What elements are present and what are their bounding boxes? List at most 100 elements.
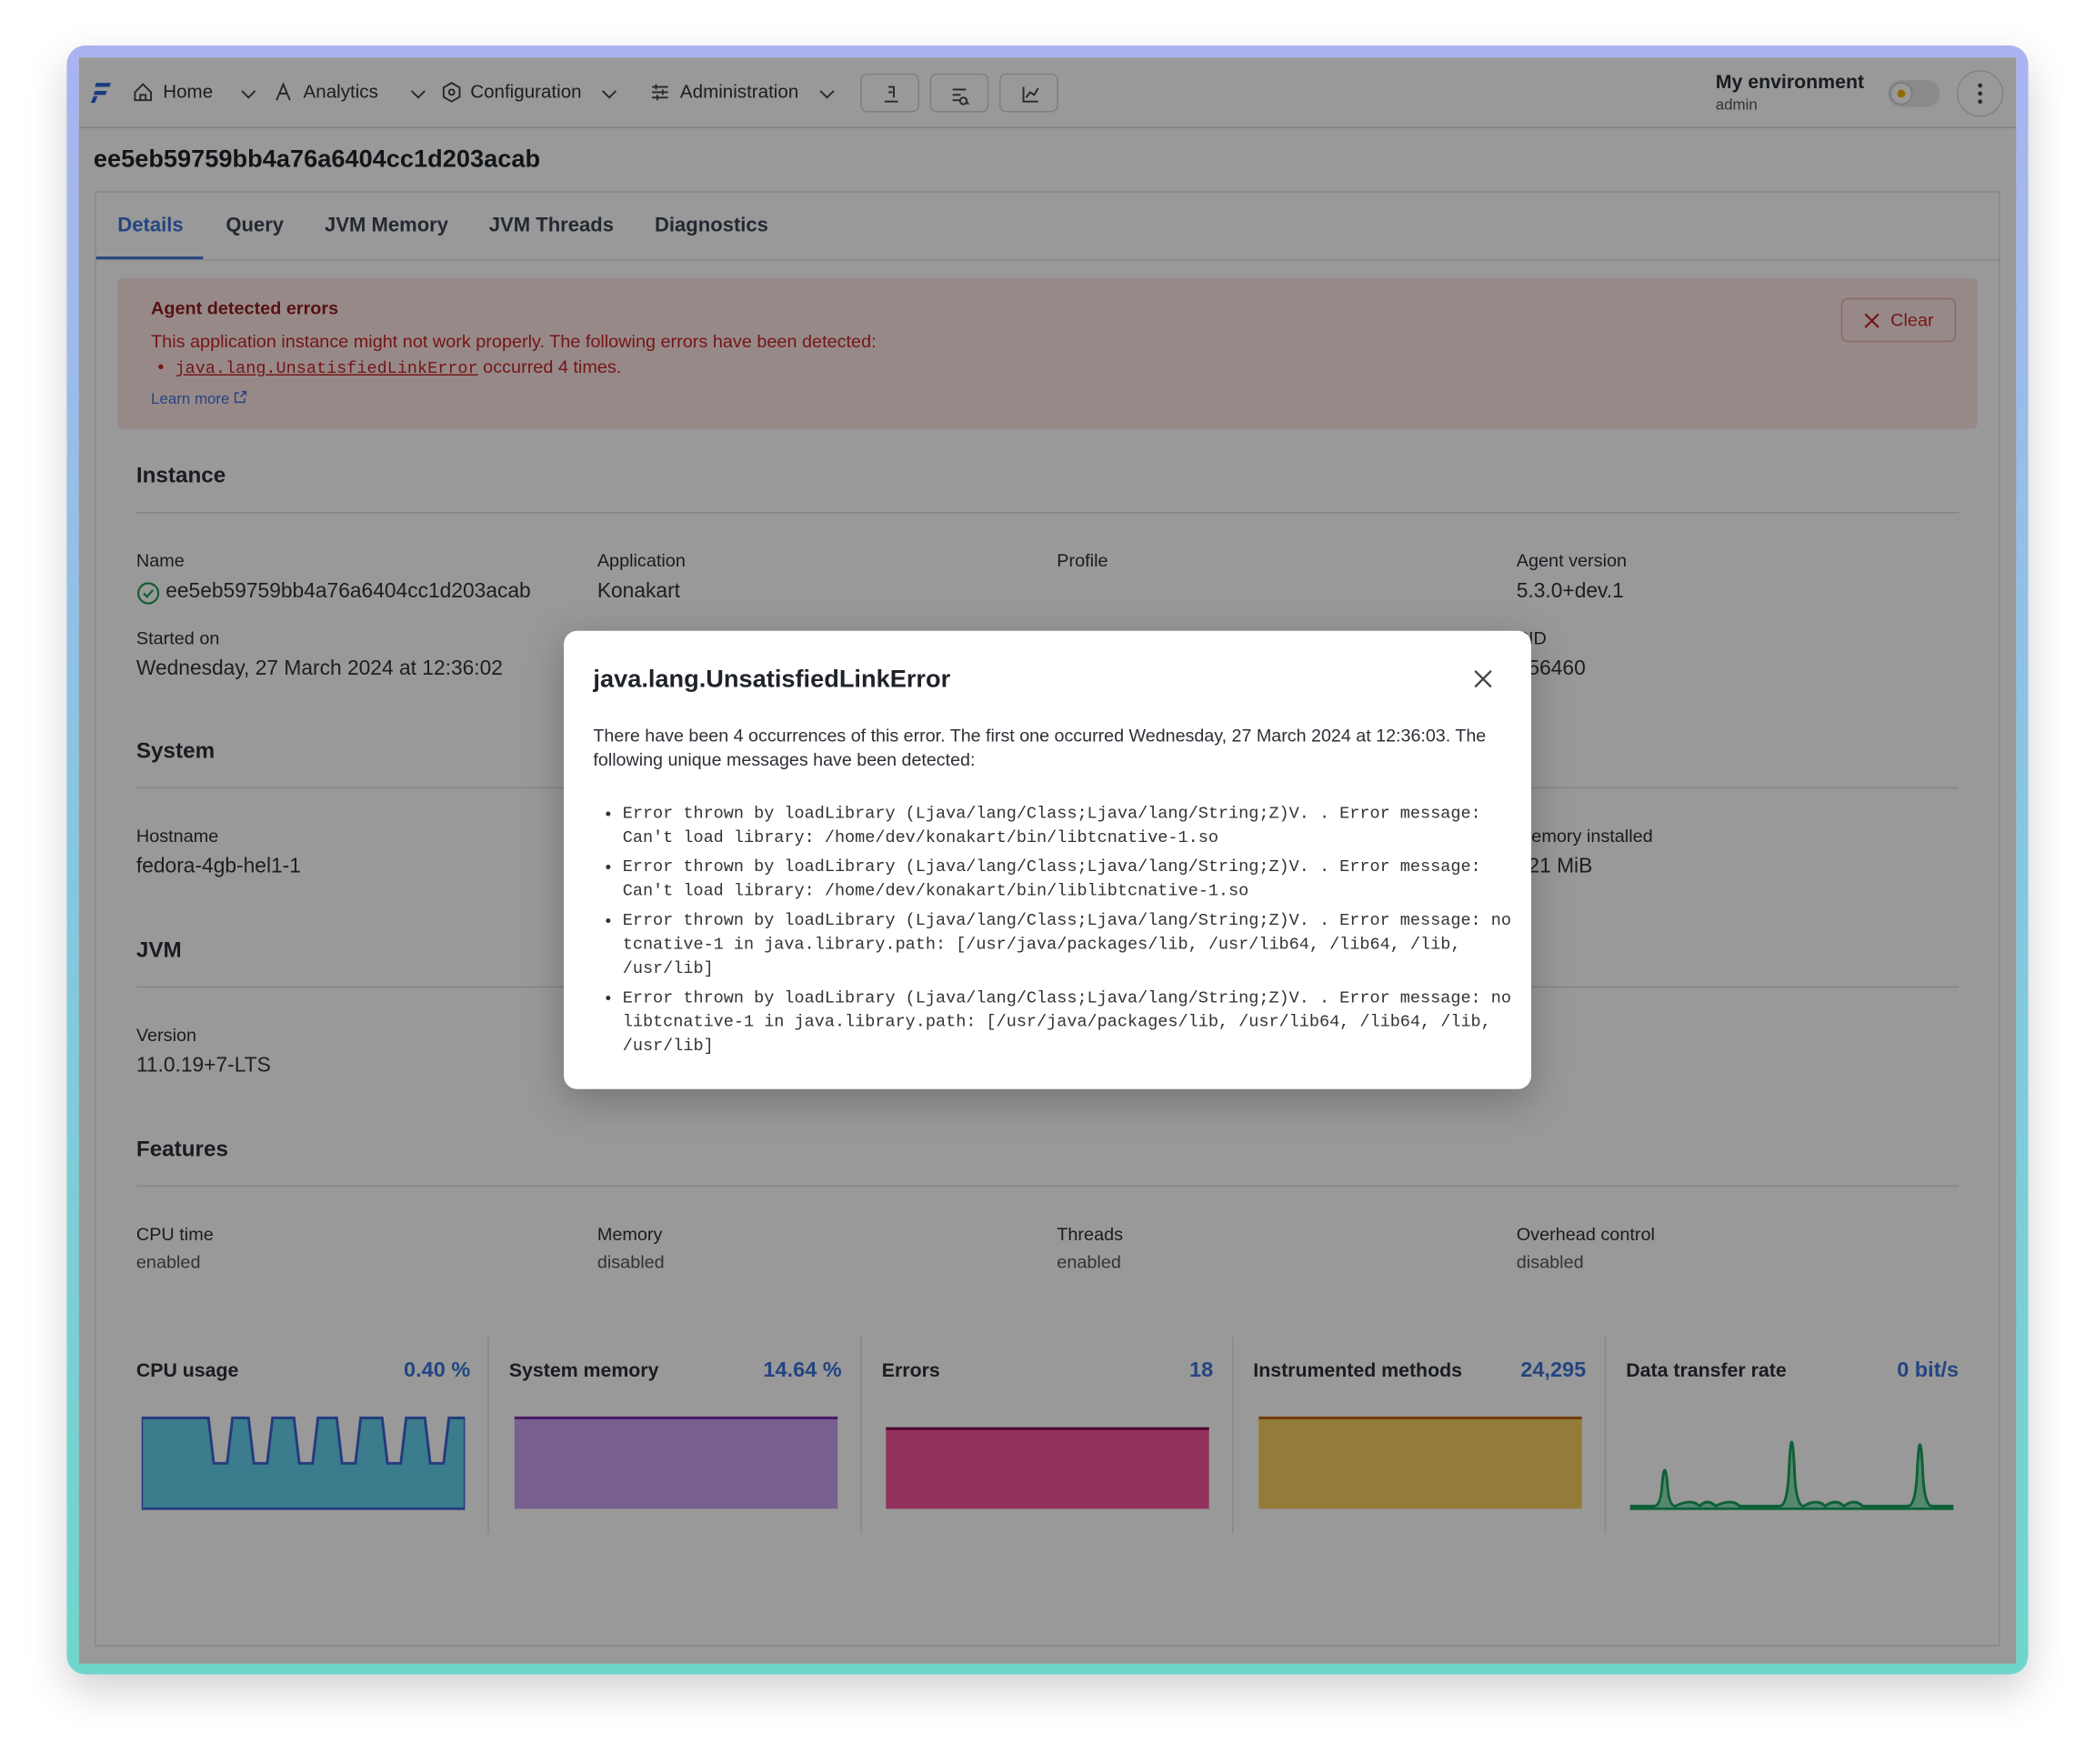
field-label: Hostname: [135, 826, 219, 847]
metric-value: 0 bit/s: [1897, 1358, 1960, 1382]
field-label: CPU time: [135, 1224, 214, 1245]
icon-button[interactable]: [999, 73, 1058, 113]
error-message: • Error thrown by loadLibrary (Ljava/lang…: [593, 802, 1515, 850]
field-label: Version: [135, 1025, 197, 1046]
metric-divider: [487, 1336, 489, 1535]
field-value: 11.0.19+7-LTS: [135, 1054, 271, 1077]
field-value: disabled: [596, 1252, 665, 1273]
field-label: Threads: [1057, 1224, 1124, 1245]
chevron: [602, 90, 617, 99]
status-icon: [136, 582, 160, 605]
nav-icon: [442, 82, 461, 103]
active-tab-indicator: [95, 256, 204, 260]
section-divider: [135, 511, 1960, 514]
link-text: Learn more: [151, 391, 230, 408]
metric-label: System memory: [508, 1360, 659, 1382]
modal-intro: There have been 4 occurrences of this er…: [593, 726, 1487, 770]
modal-messages: • Error thrown by loadLibrary (Ljava/lang…: [593, 802, 1515, 1064]
icon-button[interactable]: [860, 73, 919, 113]
nav-item[interactable]: Analytics: [303, 80, 378, 102]
tab[interactable]: Details: [117, 214, 184, 237]
nav-item[interactable]: Administration: [679, 80, 799, 102]
tab[interactable]: JVM Threads: [488, 214, 615, 237]
field-value: 5.3.0+dev.1: [1516, 579, 1624, 603]
menu-button[interactable]: [1955, 68, 2006, 119]
content-card: [95, 191, 2000, 1647]
clear-label: Clear: [1890, 309, 1934, 331]
icon-button[interactable]: [929, 73, 989, 113]
methods-sparkline: [1258, 1416, 1582, 1509]
learn-more-link[interactable]: Learn more: [151, 390, 247, 407]
bullet: •: [605, 857, 612, 877]
modal: java.lang.UnsatisfiedLinkError There hav…: [564, 630, 1531, 1089]
field-value: Wednesday, 27 March 2024 at 12:36:02: [135, 657, 503, 681]
field-label: Application: [596, 550, 686, 571]
modal-close[interactable]: [1472, 668, 1494, 690]
chevron: [819, 90, 835, 99]
logo[interactable]: [90, 80, 113, 104]
chevron: [410, 90, 426, 99]
message-text: Error thrown by loadLibrary (Ljava/lang/…: [622, 911, 1511, 978]
field-value: Konakart: [596, 579, 680, 603]
section-title: JVM: [135, 937, 182, 963]
icon: [1022, 86, 1039, 103]
nav-icon: [652, 84, 668, 101]
nav-icon: [134, 83, 152, 102]
section-divider: [135, 1185, 1960, 1188]
metric-label: CPU usage: [135, 1360, 239, 1382]
alert-message: This application instance might not work…: [151, 331, 877, 352]
bullet: •: [605, 804, 612, 824]
message-text: Error thrown by loadLibrary (Ljava/lang/…: [622, 988, 1511, 1057]
clear-icon: [1864, 313, 1879, 328]
metric-label: Data transfer rate: [1626, 1360, 1787, 1382]
error-message: • Error thrown by loadLibrary (Ljava/lang…: [593, 856, 1515, 904]
field-label: Memory: [596, 1224, 663, 1245]
environment-name[interactable]: My environment: [1715, 72, 1865, 94]
field-value: ee5eb59759bb4a76a6404cc1d203acab: [165, 579, 531, 603]
field-label: Name: [135, 550, 185, 571]
tab[interactable]: JVM Memory: [325, 214, 449, 237]
icon: [884, 85, 898, 103]
bullet: •: [605, 988, 612, 1008]
icon: [952, 88, 969, 105]
error-message: • Error thrown by loadLibrary (Ljava/lang…: [593, 908, 1515, 980]
alert-bullet: •: [157, 356, 165, 377]
section-title: Features: [135, 1137, 228, 1162]
page-title: ee5eb59759bb4a76a6404cc1d203acab: [93, 144, 541, 173]
message-text: Error thrown by loadLibrary (Ljava/lang/…: [622, 857, 1481, 901]
theme-toggle[interactable]: [1887, 77, 1943, 109]
tab-divider: [95, 259, 2000, 261]
clear-button[interactable]: Clear: [1840, 297, 1957, 343]
metric-divider: [1604, 1336, 1607, 1535]
alert-item: java.lang.UnsatisfiedLinkError occurred …: [175, 356, 621, 378]
alert-title: Agent detected errors: [151, 297, 339, 318]
metric-label: Errors: [881, 1360, 940, 1382]
alert: Agent detected errors This application i…: [117, 277, 1978, 429]
metric-value: 0.40 %: [404, 1358, 471, 1382]
tab[interactable]: Query: [226, 214, 285, 237]
nav-item[interactable]: Home: [163, 80, 214, 102]
error-count: occurred 4 times.: [483, 356, 622, 377]
section-title: Instance: [135, 463, 226, 488]
modal-title: java.lang.UnsatisfiedLinkError: [593, 664, 951, 693]
field-label: Memory installed: [1516, 826, 1653, 847]
field-value: fedora-4gb-hel1-1: [135, 855, 301, 878]
metric-divider: [860, 1336, 862, 1535]
metric-value: 18: [1189, 1358, 1214, 1382]
error-class[interactable]: java.lang.UnsatisfiedLinkError: [175, 359, 478, 378]
field-value: disabled: [1516, 1252, 1584, 1273]
error-message: • Error thrown by loadLibrary (Ljava/lang…: [593, 987, 1515, 1058]
field-value: enabled: [135, 1252, 201, 1273]
field-label: Overhead control: [1516, 1224, 1655, 1245]
bullet: •: [605, 911, 612, 930]
metric-label: Instrumented methods: [1253, 1360, 1462, 1382]
memory-sparkline: [514, 1416, 838, 1509]
field-label: Agent version: [1516, 550, 1628, 571]
nav-item[interactable]: Configuration: [470, 80, 582, 102]
field-value: enabled: [1057, 1252, 1121, 1273]
tab[interactable]: Diagnostics: [655, 214, 768, 237]
nav-icon: [276, 82, 291, 101]
external-icon: [234, 390, 247, 404]
